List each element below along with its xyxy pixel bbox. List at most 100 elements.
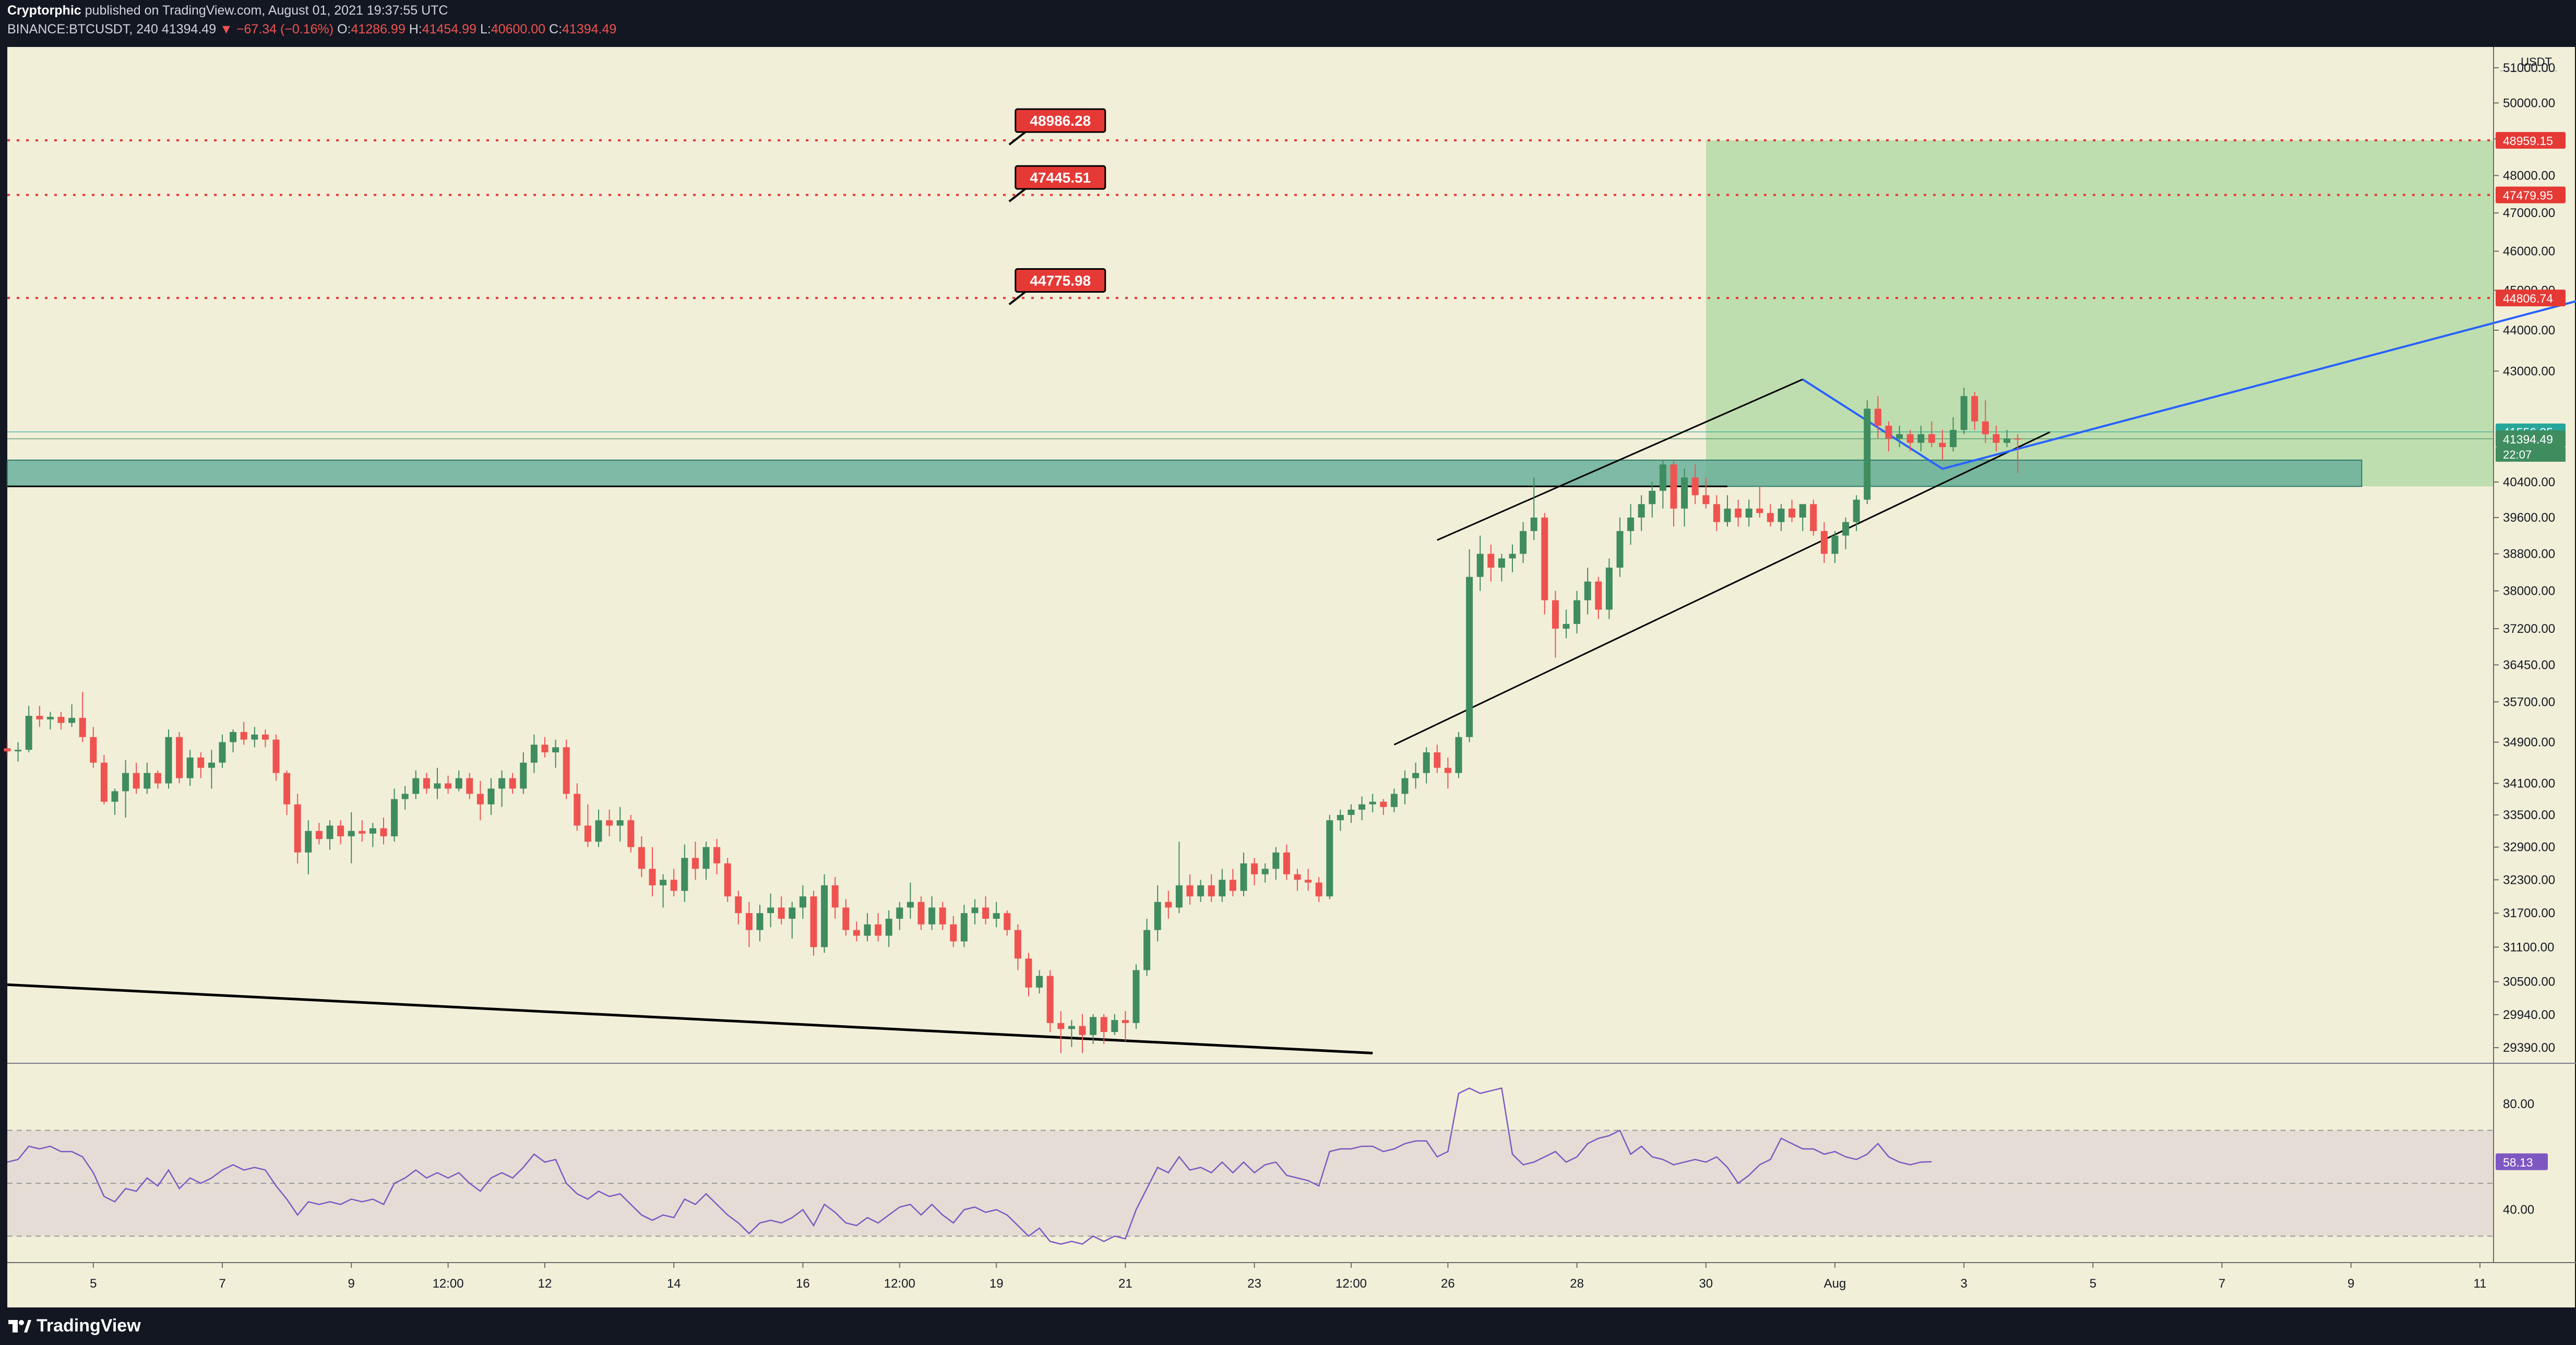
tradingview-brand[interactable]: TradingView [8, 1316, 141, 1336]
candle-body [36, 716, 43, 719]
candle-body [1412, 773, 1420, 778]
candle-body [1315, 882, 1322, 897]
bearish-candle [1735, 499, 1742, 527]
candle-body [1896, 434, 1903, 439]
candle-body [283, 773, 291, 804]
bullish-candle [348, 812, 355, 863]
candle-body [509, 778, 516, 789]
level-price-tag: 44806.74 [2503, 292, 2553, 305]
price-tick-label: 29390.00 [2503, 1041, 2555, 1055]
rsi-line [7, 1087, 1932, 1245]
bullish-candle [1068, 1020, 1075, 1047]
candle-body [1326, 820, 1333, 897]
time-tick-label: 26 [1441, 1277, 1455, 1291]
high-label: H: [409, 22, 422, 37]
bearish-candle [509, 773, 516, 794]
bullish-candle [520, 752, 527, 794]
callout-label: 44775.98 [1030, 272, 1091, 289]
candle-body [133, 773, 140, 789]
candle-body [864, 924, 871, 936]
candle-body [240, 732, 247, 740]
bearish-candle [670, 869, 677, 897]
close-label: C: [549, 22, 563, 37]
trendline [7, 983, 1373, 1055]
candle-body [982, 907, 989, 919]
bearish-candle [1057, 1011, 1065, 1053]
bullish-candle [1573, 591, 1581, 634]
time-tick-label: 7 [2219, 1277, 2225, 1291]
bearish-candle [950, 916, 957, 947]
bullish-candle [186, 750, 194, 786]
bullish-candle [767, 893, 774, 928]
target-zone [1706, 140, 2494, 487]
bullish-candle [1358, 796, 1366, 821]
bearish-candle [283, 770, 291, 815]
bullish-candle [1036, 970, 1043, 994]
current-price-tag-bg [2496, 430, 2566, 447]
candle-body [1735, 508, 1742, 518]
candle-body [348, 831, 355, 836]
candle-body [875, 924, 882, 936]
price-tick-label: 32900.00 [2503, 840, 2555, 855]
candle-body [1358, 804, 1366, 810]
candle-body [1831, 535, 1839, 554]
time-tick-label: 5 [2090, 1277, 2096, 1291]
candle-body [960, 913, 968, 942]
bearish-candle [100, 755, 108, 804]
bearish-candle [1014, 924, 1021, 970]
bearish-candle [713, 839, 721, 874]
bearish-candle [380, 818, 387, 845]
bullish-candle [756, 905, 764, 942]
candle-body [1864, 409, 1871, 500]
candle-body [1025, 958, 1032, 988]
candle-body [1090, 1017, 1097, 1035]
price-tick-label: 33500.00 [2503, 808, 2555, 822]
bearish-candle [1820, 522, 1828, 563]
bearish-candle [541, 737, 548, 758]
bearish-candle [649, 847, 656, 897]
callout-box [1015, 268, 1106, 293]
bullish-candle [165, 729, 172, 789]
bullish-candle [15, 742, 22, 762]
candle-body [1197, 885, 1204, 897]
countdown-label: 22:07 [2503, 448, 2532, 461]
bullish-candle [530, 734, 538, 773]
bearish-candle [1939, 430, 1946, 460]
candle-body [896, 907, 903, 919]
candle-body [1175, 885, 1183, 908]
bullish-candle [595, 809, 602, 847]
bullish-candle [1240, 852, 1247, 897]
bullish-candle [25, 705, 32, 753]
candle-body [305, 831, 312, 852]
candle-body [1186, 885, 1194, 897]
bullish-candle [1563, 609, 1570, 639]
candle-body [2014, 438, 2021, 440]
price-change: −67.34 (−0.16%) [236, 22, 334, 37]
price-tick-label: 30500.00 [2503, 975, 2555, 989]
candle-body [90, 737, 97, 763]
price-tick-label: 51000.00 [2503, 61, 2555, 75]
candle-body [1079, 1026, 1086, 1035]
support-zone [7, 459, 2363, 487]
candle-body [778, 907, 785, 919]
author-name[interactable]: Cryptorphic [7, 3, 81, 18]
time-tick-label: 12:00 [433, 1277, 464, 1291]
candle-body [230, 732, 237, 742]
candle-body [111, 791, 118, 802]
bearish-candle [982, 896, 989, 924]
bullish-candle [907, 882, 914, 919]
candle-body [1950, 430, 1957, 448]
bearish-candle [1982, 400, 1989, 443]
bullish-candle [702, 842, 710, 880]
candle-body [1906, 434, 1914, 443]
bullish-candle [1455, 732, 1462, 778]
bullish-candle [1681, 469, 1688, 527]
callout-box [1015, 108, 1106, 133]
candle-body [670, 880, 677, 891]
candle-body [1595, 581, 1602, 610]
symbol-label[interactable]: BINANCE:BTCUSDT, 240 [7, 22, 158, 37]
bearish-candle [1004, 910, 1011, 936]
bearish-candle [445, 775, 452, 794]
candle-body [735, 896, 742, 914]
